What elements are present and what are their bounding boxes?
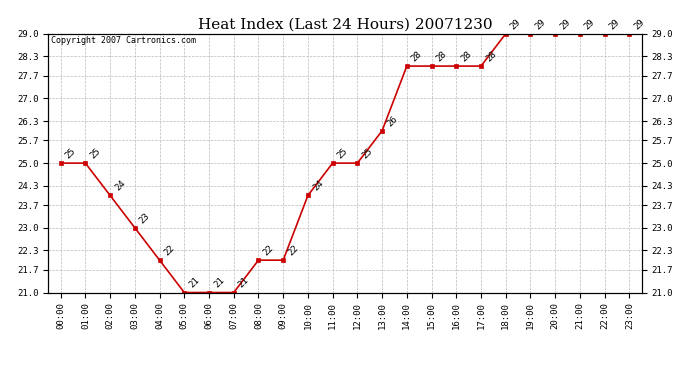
Text: 25: 25 <box>335 147 350 160</box>
Text: 22: 22 <box>262 244 275 258</box>
Text: 28: 28 <box>410 50 424 63</box>
Text: 29: 29 <box>533 17 547 31</box>
Text: 23: 23 <box>138 211 152 225</box>
Text: 24: 24 <box>113 179 127 193</box>
Text: 29: 29 <box>608 17 622 31</box>
Text: 25: 25 <box>88 147 102 160</box>
Text: 29: 29 <box>583 17 597 31</box>
Text: 25: 25 <box>360 147 374 160</box>
Text: 29: 29 <box>509 17 522 31</box>
Text: 22: 22 <box>163 244 177 258</box>
Text: Copyright 2007 Cartronics.com: Copyright 2007 Cartronics.com <box>51 36 196 45</box>
Text: 26: 26 <box>385 114 399 128</box>
Title: Heat Index (Last 24 Hours) 20071230: Heat Index (Last 24 Hours) 20071230 <box>198 17 492 31</box>
Text: 28: 28 <box>435 50 448 63</box>
Text: 21: 21 <box>237 276 250 290</box>
Text: 29: 29 <box>632 17 647 31</box>
Text: 24: 24 <box>311 179 325 193</box>
Text: 21: 21 <box>212 276 226 290</box>
Text: 22: 22 <box>286 244 300 258</box>
Text: 28: 28 <box>484 50 498 63</box>
Text: 21: 21 <box>187 276 201 290</box>
Text: 25: 25 <box>63 147 77 160</box>
Text: 28: 28 <box>460 50 473 63</box>
Text: 29: 29 <box>558 17 572 31</box>
